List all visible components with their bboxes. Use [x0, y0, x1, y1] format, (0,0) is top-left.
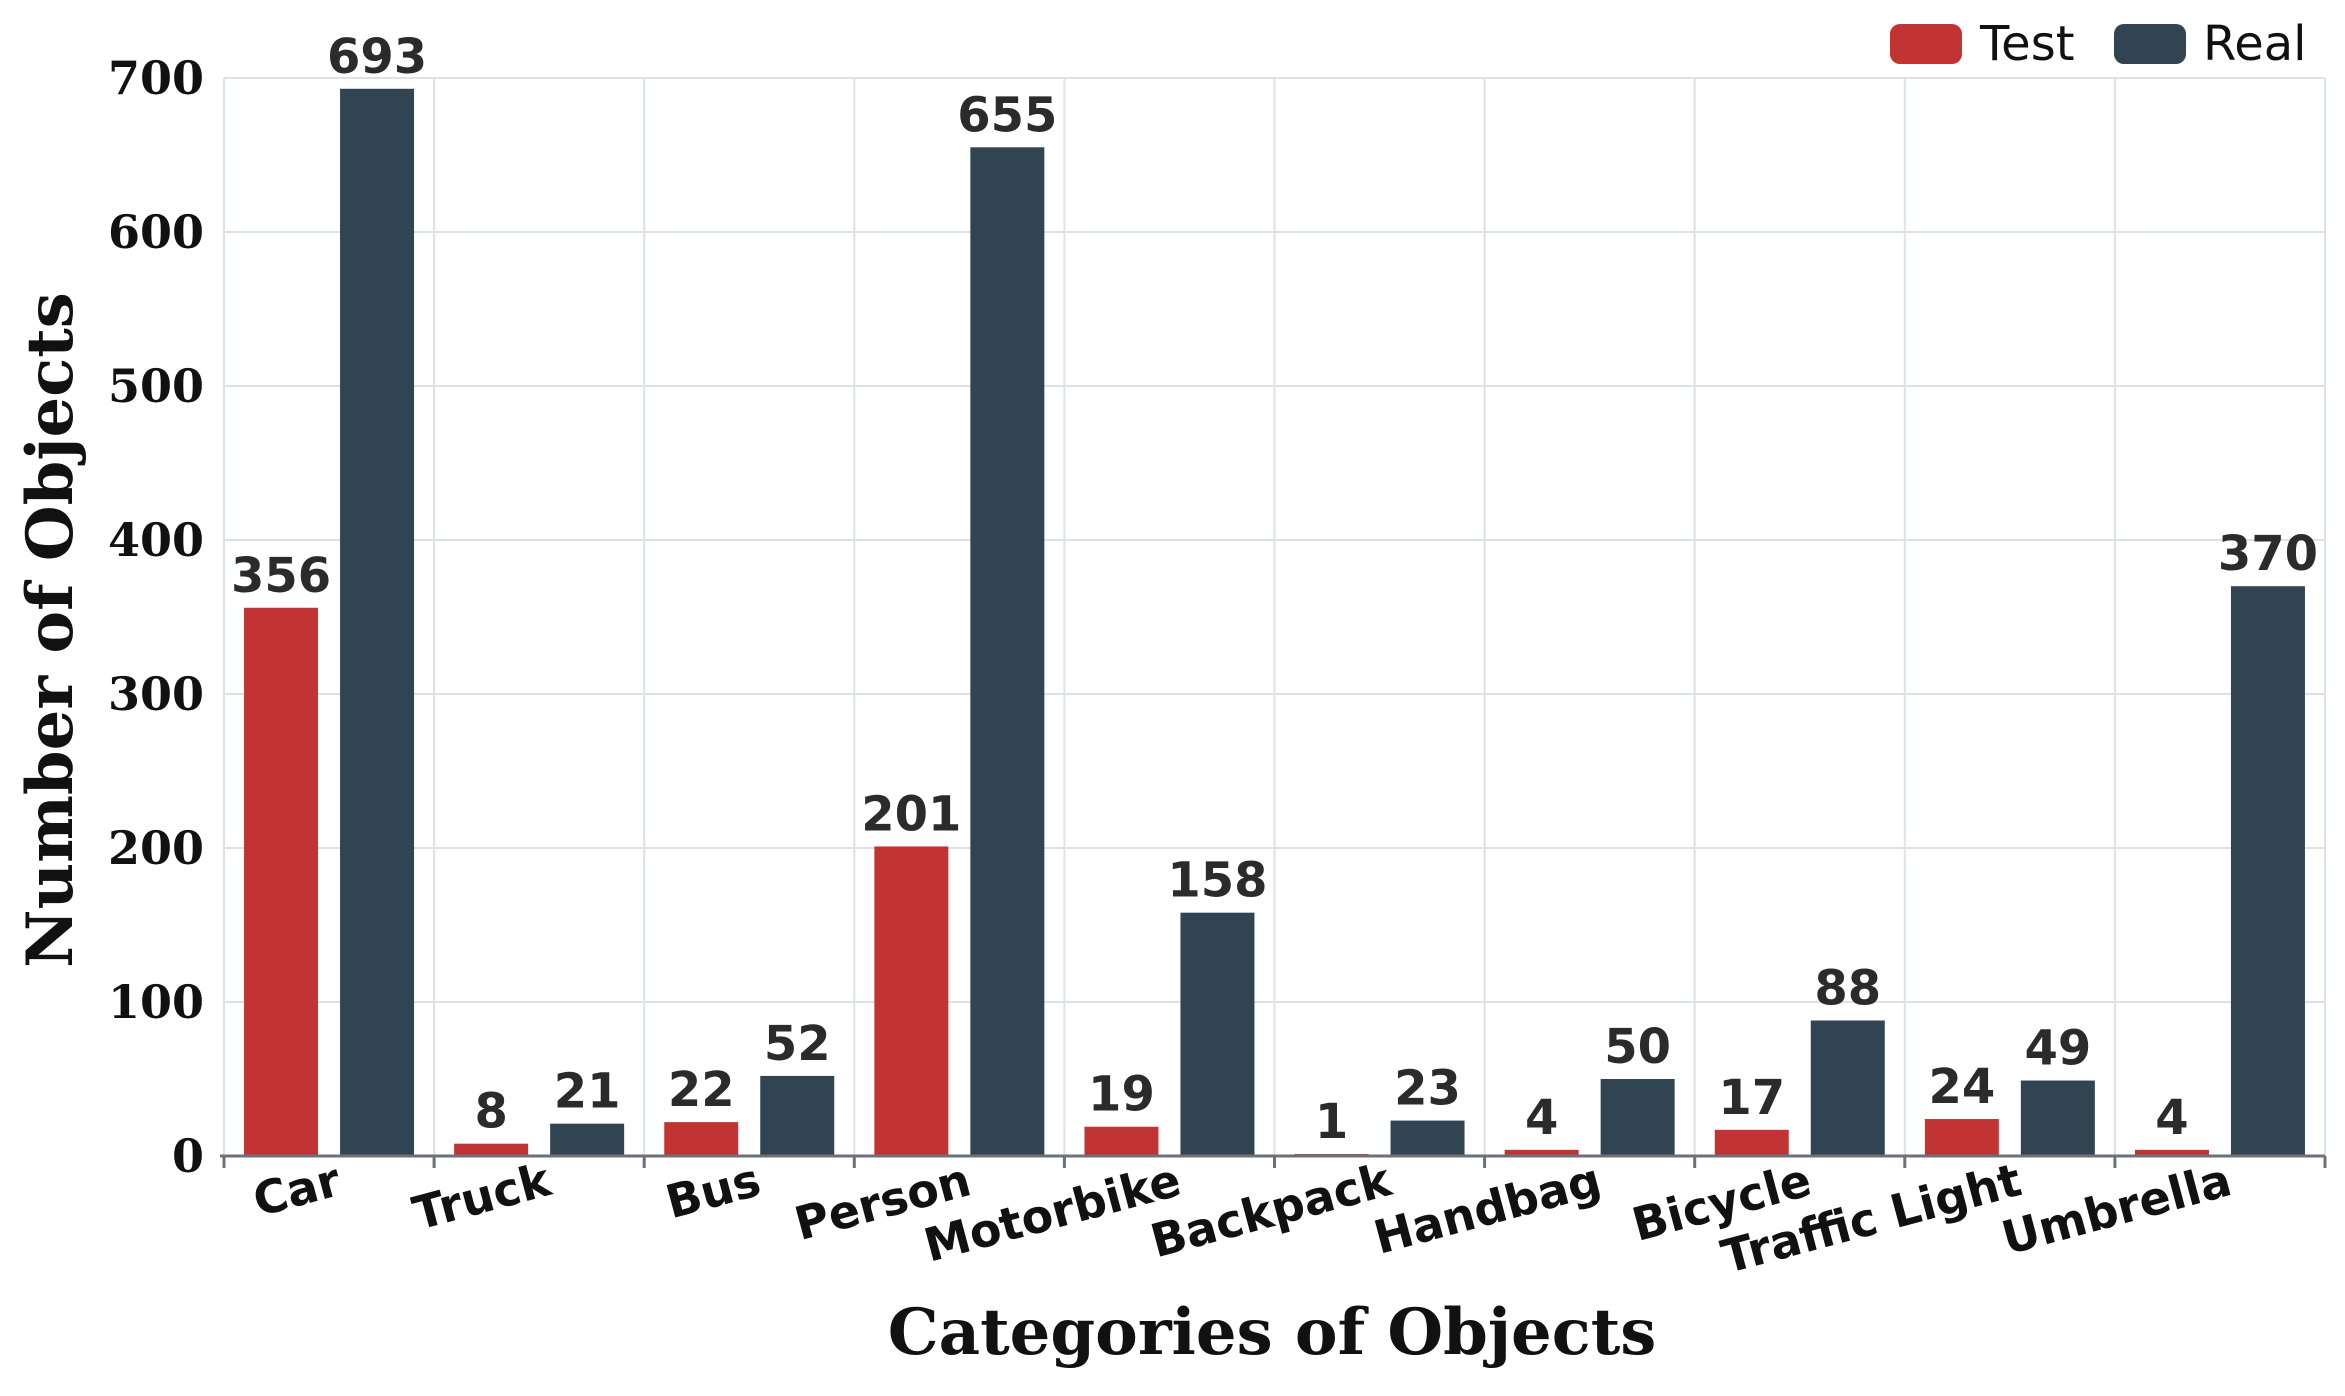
data-label: 17: [1718, 1070, 1785, 1126]
data-label: 22: [668, 1062, 735, 1118]
y-axis-title: Number of Objects: [13, 292, 88, 968]
x-category-labels: Car Truck Bus PersonMotorbikeBackpackHandba…: [247, 1152, 2236, 1284]
data-label: 1: [1315, 1094, 1348, 1150]
data-label: 49: [2024, 1021, 2091, 1077]
bar-real-person: [970, 147, 1045, 1157]
x-category-label: Car: [247, 1152, 346, 1227]
y-tick-label: 700: [108, 51, 204, 105]
bar-test-handbag: [1504, 1149, 1579, 1156]
y-tick-label: 400: [108, 513, 204, 567]
x-category-label: Handbag: [1368, 1152, 1606, 1264]
bar-test-truck: [454, 1143, 529, 1156]
y-tick-label: 300: [108, 667, 204, 721]
data-label: 23: [1394, 1061, 1461, 1117]
y-tick-label: 200: [108, 821, 204, 875]
axes: [220, 1154, 2327, 1168]
bar-real-car: [340, 88, 415, 1156]
bar-test-bicycle: [1714, 1129, 1789, 1156]
data-label: 4: [2155, 1090, 2188, 1146]
x-category-label: Backpack: [1145, 1152, 1398, 1268]
bars: [244, 88, 2305, 1157]
legend-swatch-real: [2114, 24, 2186, 64]
bar-real-bicycle: [1810, 1020, 1885, 1156]
value-labels: 356 693 8 21 22 52 201 655 19 158 1 23 4 50 17 88 24 49 4 3…: [231, 29, 2318, 1150]
data-label: 693: [327, 29, 427, 85]
data-label: 655: [957, 87, 1057, 143]
bar-test-motorbike: [1084, 1126, 1159, 1156]
bar-test-bus: [664, 1122, 739, 1156]
y-tick-label: 100: [108, 975, 204, 1029]
bar-real-bus: [760, 1075, 835, 1156]
bar-test-person: [874, 846, 949, 1156]
data-label: 24: [1928, 1059, 1995, 1115]
data-label: 4: [1525, 1090, 1558, 1146]
bar-real-umbrella: [2230, 586, 2305, 1156]
bar-real-backpack: [1390, 1120, 1465, 1156]
data-label: 88: [1814, 960, 1881, 1016]
x-category-label: Bus: [660, 1152, 766, 1229]
bar-test-car: [244, 607, 319, 1156]
legend-label-real: Real: [2203, 16, 2306, 72]
y-tick-labels: 0 100 200 300 400 500 600 700: [108, 51, 204, 1183]
bar-real-motorbike: [1180, 912, 1255, 1156]
data-label: 356: [231, 548, 331, 604]
y-tick-label: 600: [108, 205, 204, 259]
data-label: 370: [2218, 526, 2318, 582]
y-tick-label: 0: [172, 1129, 204, 1183]
bar-real-traffic-light: [2020, 1080, 2095, 1156]
grid: [223, 77, 2326, 1156]
data-label: 158: [1167, 853, 1267, 909]
x-category-label: Umbrella: [1996, 1152, 2237, 1265]
x-category-label: Truck: [407, 1152, 557, 1241]
x-axis-title: Categories of Objects: [888, 1295, 1657, 1370]
data-label: 21: [554, 1064, 621, 1120]
data-label: 19: [1088, 1067, 1155, 1123]
bar-real-handbag: [1600, 1079, 1675, 1156]
legend-swatch-test: [1890, 24, 1962, 64]
data-label: 50: [1604, 1019, 1671, 1075]
y-tick-label: 500: [108, 359, 204, 413]
bar-test-umbrella: [2134, 1149, 2209, 1156]
data-label: 8: [474, 1084, 507, 1140]
legend: Test Real: [1890, 16, 2306, 72]
bar-test-traffic-light: [1924, 1119, 1999, 1156]
legend-label-test: Test: [1979, 16, 2075, 72]
bar-real-truck: [550, 1123, 625, 1156]
data-label: 201: [861, 786, 961, 842]
data-label: 52: [764, 1016, 831, 1072]
